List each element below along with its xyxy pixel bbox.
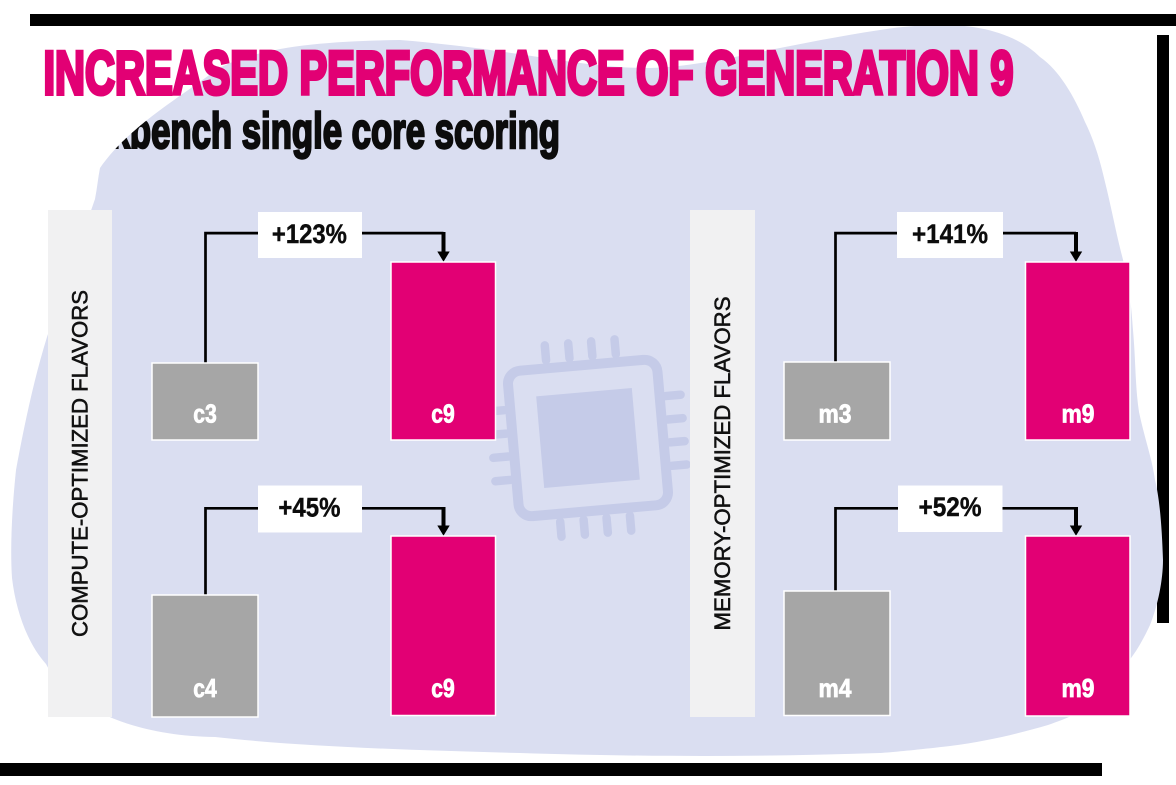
svg-text:m4: m4 <box>819 673 852 703</box>
svg-text:m9: m9 <box>1062 673 1095 703</box>
svg-text:m3: m3 <box>819 399 852 429</box>
svg-text:c4: c4 <box>193 673 217 703</box>
svg-text:c9: c9 <box>431 673 455 703</box>
svg-text:+45%: +45% <box>278 493 340 523</box>
svg-text:+123%: +123% <box>272 219 347 249</box>
svg-text:c3: c3 <box>193 399 217 429</box>
svg-text:m9: m9 <box>1062 399 1095 429</box>
svg-text:MEMORY-OPTIMIZED FLAVORS: MEMORY-OPTIMIZED FLAVORS <box>710 297 735 631</box>
svg-text:+141%: +141% <box>912 219 988 249</box>
svg-text:+52%: +52% <box>919 492 982 522</box>
svg-text:c9: c9 <box>431 399 455 429</box>
svg-text:INCREASED PERFORMANCE OF GENER: INCREASED PERFORMANCE OF GENERATION 9 <box>44 39 1014 107</box>
svg-text:COMPUTE-OPTIMIZED FLAVORS: COMPUTE-OPTIMIZED FLAVORS <box>68 290 93 637</box>
